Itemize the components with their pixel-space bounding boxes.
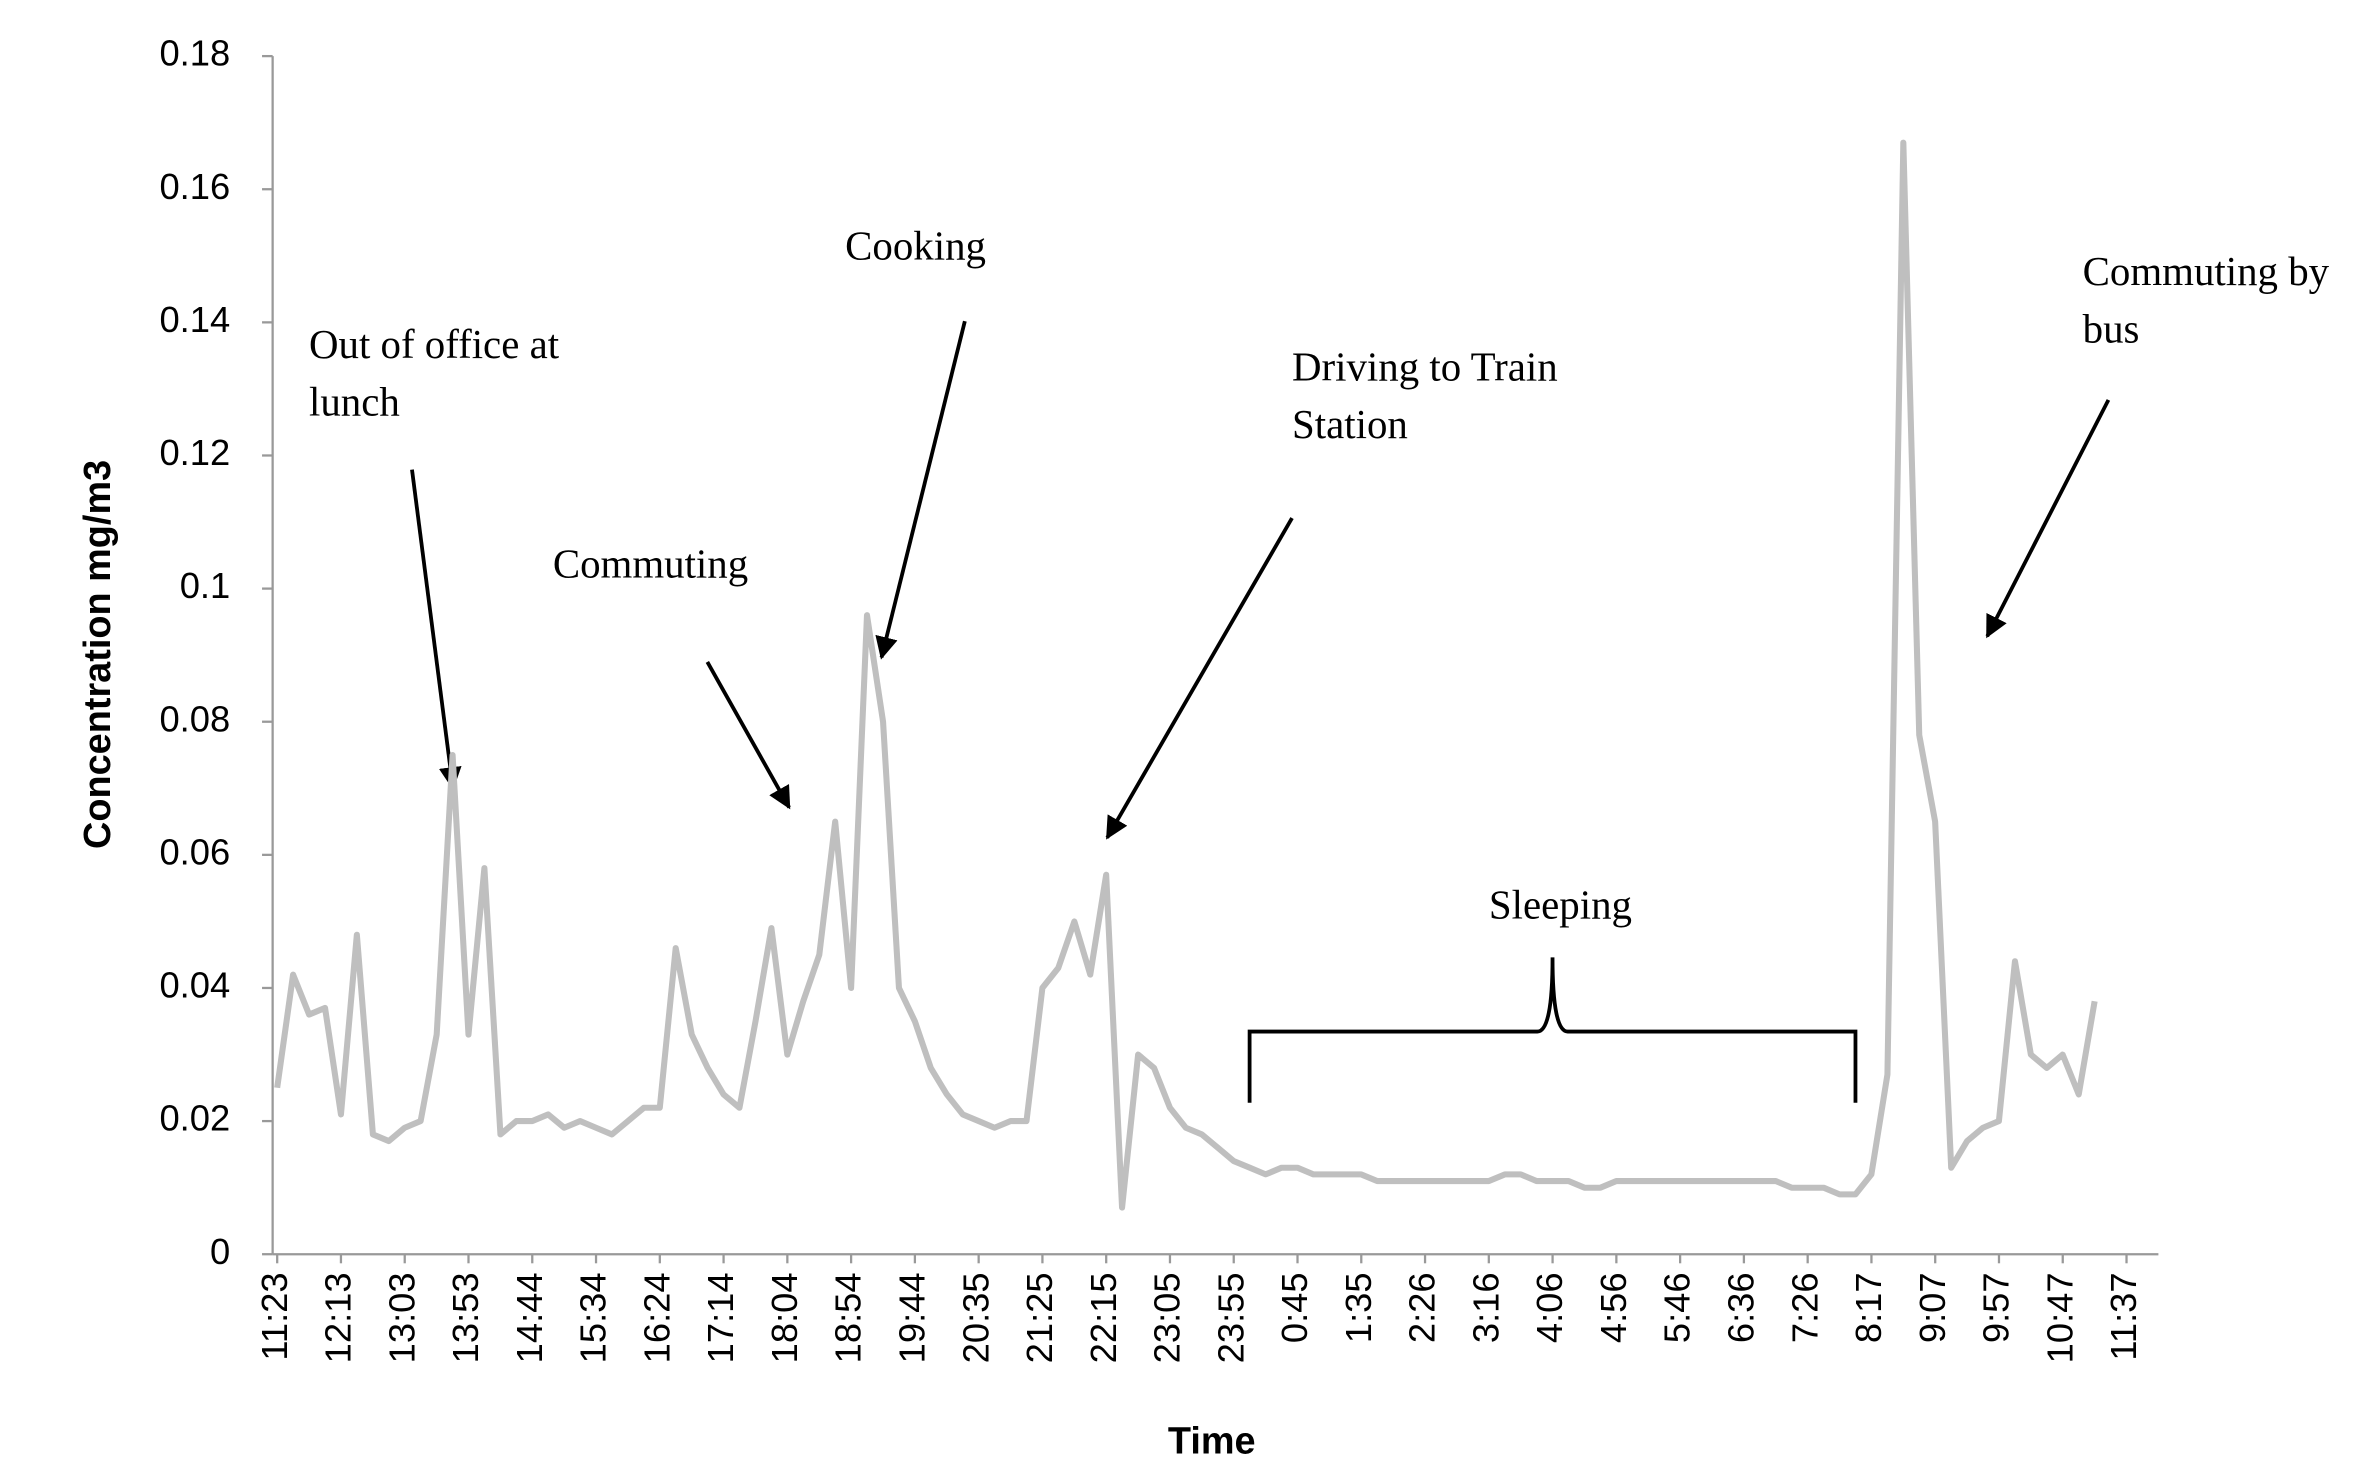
y-tick-label: 0.14	[159, 299, 230, 340]
y-tick-label: 0	[210, 1231, 230, 1272]
annotation: Driving to Train	[1292, 345, 1558, 390]
x-tick-label: 9:57	[1976, 1272, 2017, 1343]
y-tick-label: 0.08	[159, 698, 230, 739]
annotation: Station	[1292, 402, 1408, 447]
x-tick-label: 23:05	[1147, 1272, 1188, 1363]
y-axis-label: Concentration mg/m3	[77, 460, 119, 849]
x-tick-label: 13:03	[381, 1272, 422, 1363]
x-tick-label: 8:17	[1848, 1272, 1889, 1343]
x-axis-label: Time	[1168, 1421, 1256, 1463]
brace	[1247, 957, 1858, 1103]
y-tick-label: 0.16	[159, 166, 230, 207]
arrows	[410, 320, 2111, 840]
annotation: Commuting by	[2083, 249, 2330, 294]
annotation: Cooking	[845, 223, 986, 268]
annotation: lunch	[309, 379, 400, 424]
x-tick-label: 9:07	[1912, 1272, 1953, 1343]
x-tick-label: 6:36	[1721, 1272, 1762, 1343]
x-tick-label: 19:44	[891, 1272, 932, 1363]
x-tick-label: 4:56	[1593, 1272, 1634, 1343]
x-tick-label: 18:54	[828, 1272, 869, 1363]
x-tick-label: 21:25	[1019, 1272, 1060, 1363]
y-tick-label: 0.04	[159, 965, 230, 1006]
x-tick-label: 23:55	[1210, 1272, 1251, 1363]
annotation: bus	[2083, 307, 2140, 352]
x-tick-label: 17:14	[700, 1272, 741, 1363]
y-tick-label: 0.06	[159, 831, 230, 872]
x-tick-label: 20:35	[955, 1272, 996, 1363]
x-tick-label: 10:47	[2039, 1272, 2080, 1363]
x-tick-label: 4:06	[1529, 1272, 1570, 1343]
x-tick-label: 12:13	[318, 1272, 359, 1363]
y-tick-label: 0.18	[159, 33, 230, 74]
x-tick-label: 16:24	[636, 1272, 677, 1363]
x-tick-label: 14:44	[509, 1272, 550, 1363]
annotation: Sleeping	[1489, 882, 1632, 927]
x-tick-label: 13:53	[445, 1272, 486, 1363]
x-tick-label: 2:26	[1402, 1272, 1443, 1343]
x-tick-label: 3:16	[1465, 1272, 1506, 1343]
y-tick-label: 0.02	[159, 1098, 230, 1139]
x-tick-label: 22:15	[1083, 1272, 1124, 1363]
x-tick-label: 7:26	[1784, 1272, 1825, 1343]
y-tick-label: 0.12	[159, 432, 230, 473]
x-tick-label: 5:46	[1657, 1272, 1698, 1343]
x-tick-label: 15:34	[573, 1272, 614, 1363]
x-tick-label: 11:23	[254, 1272, 295, 1360]
x-tick-label: 18:04	[764, 1272, 805, 1363]
annotation: Out of office at	[309, 322, 560, 367]
data-line	[274, 139, 2098, 1211]
annotation: Commuting	[553, 541, 748, 586]
x-tick-label: 0:45	[1274, 1272, 1315, 1343]
y-tick-label: 0.1	[180, 565, 231, 606]
x-tick-label: 11:37	[2103, 1272, 2144, 1360]
x-tick-label: 1:35	[1338, 1272, 1379, 1343]
